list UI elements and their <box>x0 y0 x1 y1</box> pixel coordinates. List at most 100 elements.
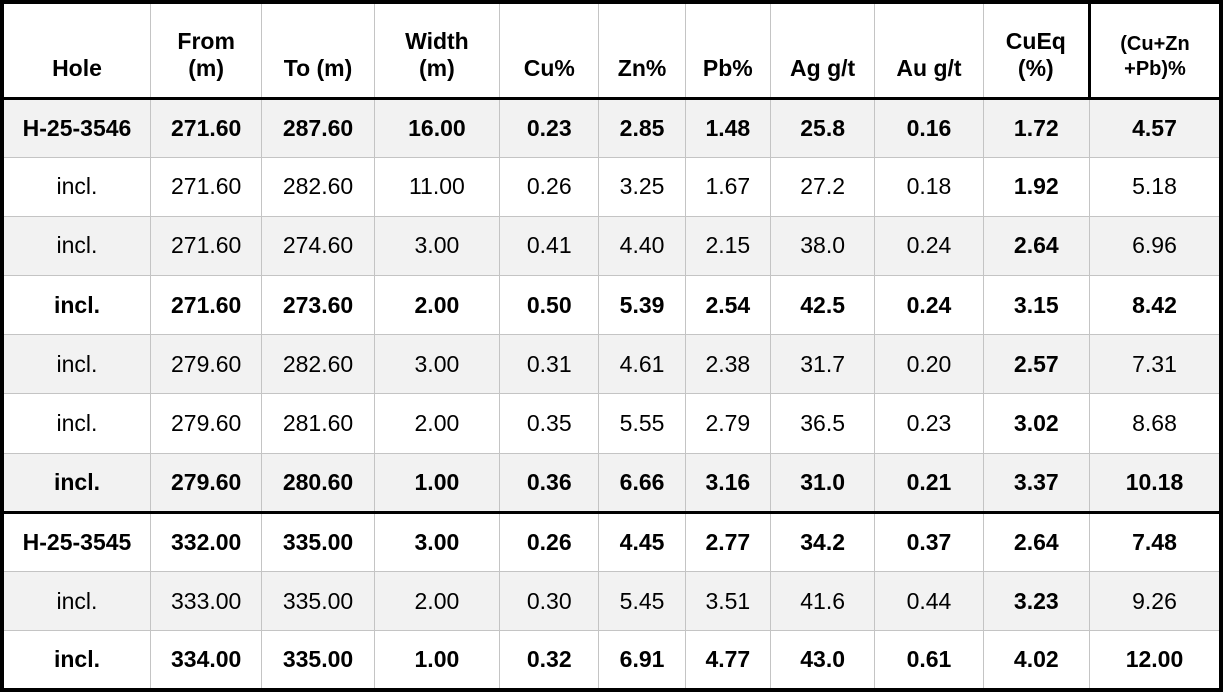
value-cell-au: 0.16 <box>874 97 984 158</box>
hole-cell: incl. <box>1 630 151 691</box>
value-cell-to: 274.60 <box>261 215 375 277</box>
table-row: incl. 333.00 335.00 2.00 0.30 5.45 3.51 41.6 0.4… <box>1 570 1222 632</box>
table-body: H-25-3546 271.60 287.60 16.00 0.23 2.85 1.48 25… <box>1 97 1222 691</box>
hole-cell: incl. <box>1 452 151 513</box>
value-cell-cuznpb: 8.42 <box>1088 275 1222 336</box>
value-cell-au: 0.23 <box>874 393 984 454</box>
value-cell-width: 2.00 <box>373 275 501 336</box>
value-cell-au: 0.24 <box>874 215 984 277</box>
table-row: incl. 271.60 273.60 2.00 0.50 5.39 2.54 42.5 0.2… <box>1 275 1222 336</box>
value-cell-pb: 2.15 <box>684 215 771 277</box>
value-cell-cueq: 2.57 <box>982 334 1090 395</box>
value-cell-cueq: 3.37 <box>982 452 1090 513</box>
value-cell-zn: 2.85 <box>598 97 686 158</box>
hole-cell: incl. <box>1 156 151 217</box>
col-header-cuznpb: (Cu+Zn +Pb)% <box>1087 1 1222 100</box>
value-cell-to: 335.00 <box>261 510 375 573</box>
value-cell-cu: 0.23 <box>499 97 600 158</box>
col-header-hole: Hole <box>1 1 151 100</box>
table-row: H-25-3546 271.60 287.60 16.00 0.23 2.85 1.48 25… <box>1 97 1222 158</box>
value-cell-cuznpb: 6.96 <box>1088 215 1222 277</box>
table-row: incl. 271.60 282.60 11.00 0.26 3.25 1.67 27.2 0.… <box>1 156 1222 217</box>
value-cell-width: 1.00 <box>373 452 501 513</box>
value-cell-pb: 2.77 <box>684 510 771 573</box>
col-header-cueq: CuEq (%) <box>982 1 1090 100</box>
value-cell-to: 280.60 <box>261 452 375 513</box>
value-cell-to: 281.60 <box>261 393 375 454</box>
value-cell-ag: 31.7 <box>769 334 876 395</box>
col-header-au: Au g/t <box>874 1 984 100</box>
value-cell-width: 16.00 <box>373 97 501 158</box>
value-cell-cu: 0.36 <box>499 452 600 513</box>
value-cell-cuznpb: 8.68 <box>1088 393 1222 454</box>
value-cell-cueq: 3.23 <box>982 570 1090 632</box>
col-header-from: From (m) <box>149 1 263 100</box>
table-row: H-25-3545 332.00 335.00 3.00 0.26 4.45 2.77 34.… <box>1 510 1222 573</box>
value-cell-cuznpb: 7.31 <box>1088 334 1222 395</box>
value-cell-pb: 2.38 <box>684 334 771 395</box>
value-cell-zn: 4.61 <box>598 334 686 395</box>
hole-cell: H-25-3546 <box>1 97 151 158</box>
value-cell-cu: 0.35 <box>499 393 600 454</box>
value-cell-width: 3.00 <box>373 334 501 395</box>
hole-cell: incl. <box>1 334 151 395</box>
value-cell-zn: 6.91 <box>598 630 686 691</box>
value-cell-from: 271.60 <box>149 275 263 336</box>
value-cell-cu: 0.50 <box>499 275 600 336</box>
value-cell-zn: 5.39 <box>598 275 686 336</box>
hole-cell: H-25-3545 <box>1 510 151 573</box>
value-cell-cuznpb: 7.48 <box>1088 510 1222 573</box>
value-cell-cuznpb: 9.26 <box>1088 570 1222 632</box>
value-cell-cu: 0.30 <box>499 570 600 632</box>
col-header-zn: Zn% <box>598 1 686 100</box>
value-cell-pb: 1.67 <box>684 156 771 217</box>
value-cell-cuznpb: 12.00 <box>1088 630 1222 691</box>
value-cell-zn: 3.25 <box>598 156 686 217</box>
value-cell-cueq: 4.02 <box>982 630 1090 691</box>
table-row: incl. 334.00 335.00 1.00 0.32 6.91 4.77 43.0 0.6… <box>1 630 1222 691</box>
value-cell-cuznpb: 4.57 <box>1088 97 1222 158</box>
col-header-width: Width (m) <box>373 1 501 100</box>
value-cell-from: 271.60 <box>149 97 263 158</box>
value-cell-ag: 34.2 <box>769 510 876 573</box>
value-cell-pb: 4.77 <box>684 630 771 691</box>
value-cell-from: 333.00 <box>149 570 263 632</box>
value-cell-au: 0.20 <box>874 334 984 395</box>
value-cell-from: 279.60 <box>149 334 263 395</box>
value-cell-ag: 31.0 <box>769 452 876 513</box>
table-row: incl. 271.60 274.60 3.00 0.41 4.40 2.15 38.0 0.2… <box>1 215 1222 277</box>
hole-cell: incl. <box>1 570 151 632</box>
value-cell-width: 2.00 <box>373 570 501 632</box>
value-cell-width: 1.00 <box>373 630 501 691</box>
value-cell-from: 271.60 <box>149 215 263 277</box>
col-header-cu: Cu% <box>499 1 600 100</box>
value-cell-au: 0.61 <box>874 630 984 691</box>
value-cell-zn: 5.45 <box>598 570 686 632</box>
value-cell-au: 0.21 <box>874 452 984 513</box>
value-cell-from: 271.60 <box>149 156 263 217</box>
value-cell-width: 3.00 <box>373 215 501 277</box>
value-cell-pb: 2.79 <box>684 393 771 454</box>
value-cell-from: 334.00 <box>149 630 263 691</box>
value-cell-zn: 4.40 <box>598 215 686 277</box>
value-cell-cueq: 1.72 <box>982 97 1090 158</box>
value-cell-ag: 43.0 <box>769 630 876 691</box>
value-cell-cueq: 2.64 <box>982 215 1090 277</box>
table-header: Hole From (m) To (m) Width (m) Cu% Zn% P… <box>1 1 1222 100</box>
col-header-pb: Pb% <box>684 1 771 100</box>
value-cell-zn: 5.55 <box>598 393 686 454</box>
value-cell-cuznpb: 10.18 <box>1088 452 1222 513</box>
value-cell-pb: 3.51 <box>684 570 771 632</box>
value-cell-from: 279.60 <box>149 452 263 513</box>
value-cell-cu: 0.32 <box>499 630 600 691</box>
value-cell-cu: 0.41 <box>499 215 600 277</box>
value-cell-pb: 3.16 <box>684 452 771 513</box>
value-cell-ag: 42.5 <box>769 275 876 336</box>
value-cell-to: 335.00 <box>261 630 375 691</box>
value-cell-to: 335.00 <box>261 570 375 632</box>
value-cell-width: 11.00 <box>373 156 501 217</box>
hole-cell: incl. <box>1 393 151 454</box>
value-cell-ag: 27.2 <box>769 156 876 217</box>
col-header-to: To (m) <box>261 1 375 100</box>
value-cell-cueq: 2.64 <box>982 510 1090 573</box>
